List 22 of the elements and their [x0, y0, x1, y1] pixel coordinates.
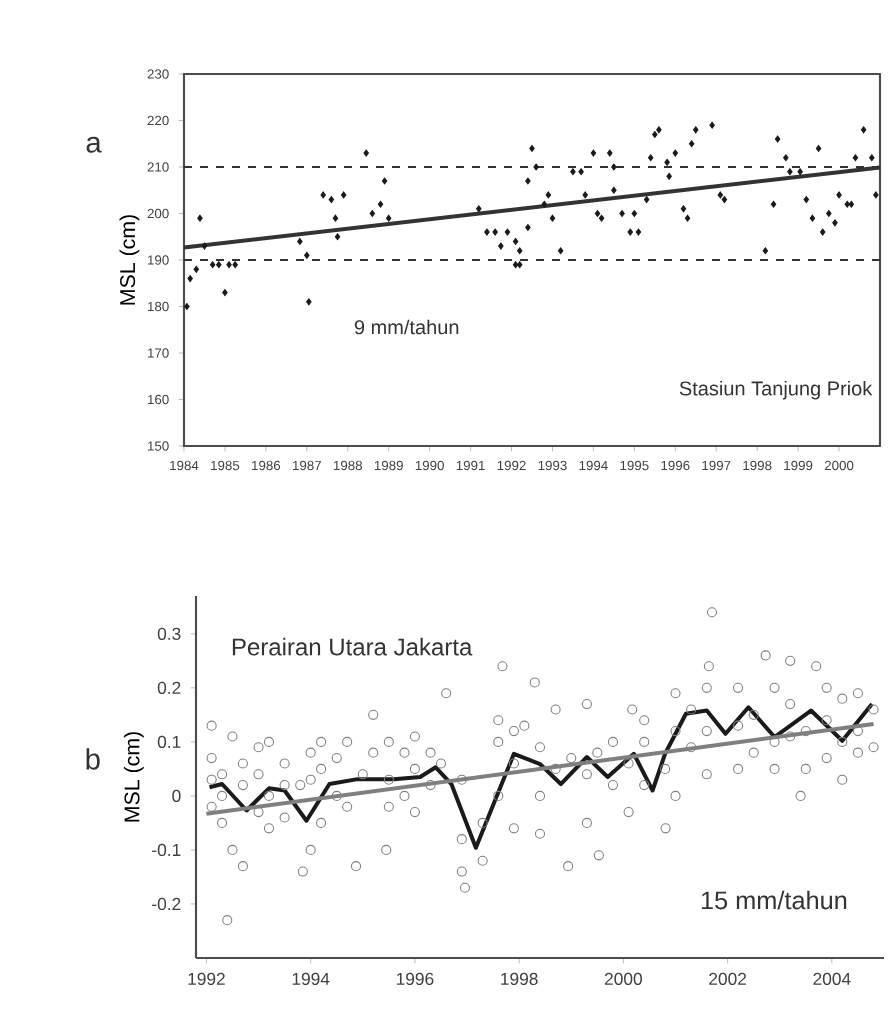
- y-tick-label: 0: [172, 789, 181, 803]
- y-tick-label: -0.1: [152, 843, 181, 857]
- x-tick-label: 2004: [813, 972, 851, 986]
- annotation: 9 mm/tahun: [354, 319, 459, 335]
- y-axis-title: MSL (cm): [119, 215, 140, 305]
- x-tick-label: 1998: [501, 972, 538, 986]
- annotation: 15 mm/tahun: [701, 890, 847, 910]
- annotation: Stasiun Tanjung Priok: [679, 380, 873, 400]
- x-tick-label: 1996: [396, 972, 434, 986]
- x-tick-label: 1994: [292, 972, 330, 986]
- annotation: Perairan Utara Jakarta: [232, 637, 473, 656]
- line-series: [207, 702, 874, 850]
- x-tick-label: 1992: [188, 972, 225, 986]
- y-tick-label: 0.2: [157, 681, 181, 694]
- y-axis-title: MSL (cm): [123, 732, 144, 822]
- y-tick-label: -0.2: [152, 897, 181, 911]
- text: a: [86, 136, 102, 153]
- y-tick-label: 0.3: [157, 627, 181, 640]
- y-tick-label: 0.1: [157, 735, 181, 749]
- x-tick-label: 2002: [709, 972, 746, 986]
- x-tick-label: 2000: [604, 972, 642, 986]
- text: b: [86, 748, 100, 770]
